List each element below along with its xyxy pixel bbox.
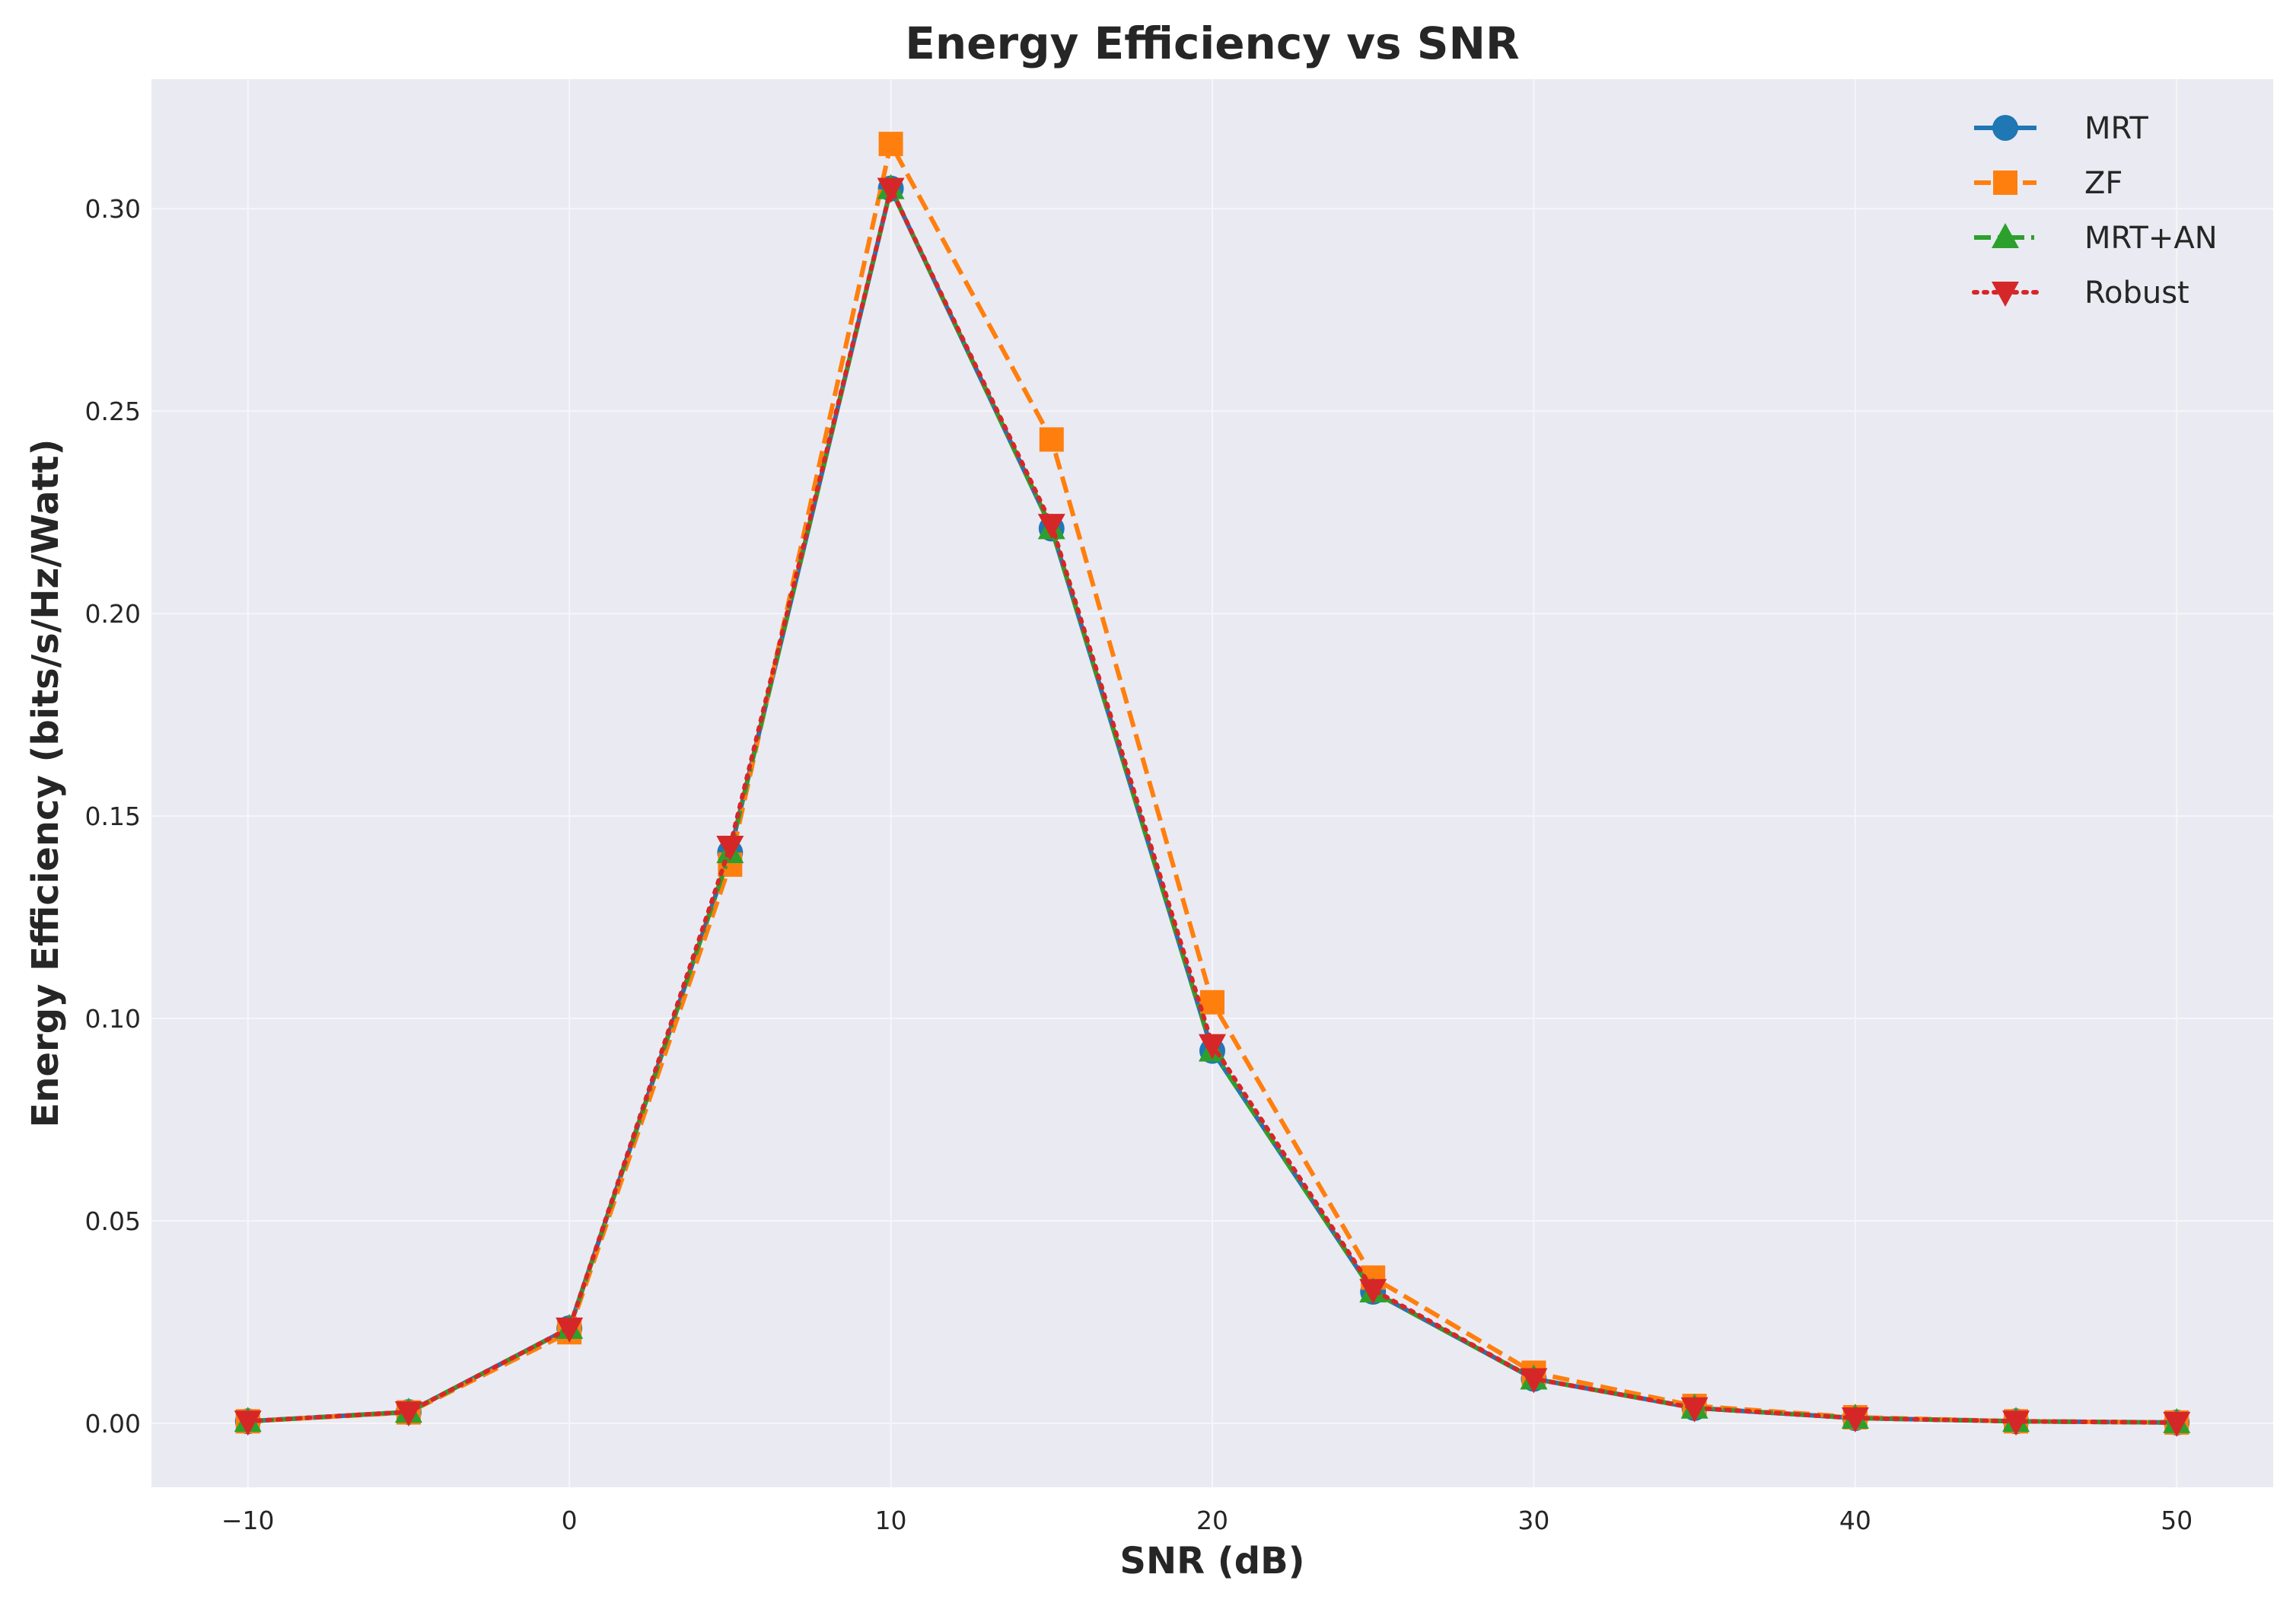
data-point-robust: [1199, 1034, 1226, 1060]
legend: MRT ZF MRT+AN Robust: [1972, 111, 2218, 311]
x-tick-label: 20: [1196, 1506, 1228, 1535]
data-point-robust: [1520, 1368, 1548, 1394]
data-point-robust: [394, 1401, 422, 1427]
legend-label-mrt: MRT: [2084, 111, 2148, 146]
legend-marker-robust: [1992, 282, 2019, 307]
legend-item-zf: ZF: [1974, 166, 2122, 201]
legend-label-mrt-an: MRT+AN: [2084, 221, 2218, 256]
x-tick-label: 40: [1839, 1506, 1871, 1535]
legend-item-mrt-an: MRT+AN: [1974, 221, 2218, 256]
y-tick-label: 0.10: [85, 1004, 141, 1034]
legend-marker-zf: [1993, 170, 2017, 195]
legend-item-robust: Robust: [1972, 276, 2189, 311]
series-robust: [234, 177, 2191, 1437]
y-tick-label: 0.30: [85, 194, 141, 224]
legend-marker-mrt-an: [1992, 223, 2019, 248]
chart-title: Energy Efficiency vs SNR: [905, 18, 1519, 69]
data-point-robust: [716, 835, 744, 861]
legend-marker-mrt: [1992, 115, 2018, 141]
x-tick-label: 0: [562, 1506, 578, 1535]
y-tick-label: 0.00: [85, 1409, 141, 1439]
legend-label-robust: Robust: [2084, 276, 2189, 311]
x-tick-label: 30: [1517, 1506, 1549, 1535]
x-tick-label: −10: [221, 1506, 275, 1535]
data-point-robust: [234, 1410, 262, 1436]
y-tick-label: 0.25: [85, 397, 141, 426]
x-axis-label: SNR (dB): [1119, 1540, 1304, 1582]
data-point-robust: [1841, 1407, 1869, 1433]
y-tick-label: 0.05: [85, 1206, 141, 1236]
data-point-robust: [1680, 1397, 1708, 1423]
x-axis-ticks: −10 0 10 20 30 40 50: [221, 1506, 2193, 1535]
y-tick-label: 0.20: [85, 599, 141, 629]
data-point-robust: [1037, 514, 1065, 540]
data-series: [234, 132, 2191, 1437]
data-point-robust: [1359, 1279, 1387, 1305]
data-point-zf: [1200, 990, 1224, 1015]
legend-item-mrt: MRT: [1974, 111, 2148, 146]
data-point-zf: [878, 132, 903, 157]
grid-lines: [151, 79, 2273, 1487]
legend-label-zf: ZF: [2084, 166, 2122, 201]
x-tick-label: 50: [2161, 1506, 2193, 1535]
data-point-robust: [2002, 1410, 2030, 1436]
y-tick-label: 0.15: [85, 802, 141, 831]
x-tick-label: 10: [875, 1506, 907, 1535]
y-axis-ticks: 0.00 0.05 0.10 0.15 0.20 0.25 0.30: [85, 194, 141, 1439]
data-point-zf: [1039, 427, 1064, 452]
data-point-robust: [556, 1317, 584, 1343]
y-axis-label: Energy Efficiency (bits/s/Hz/Watt): [24, 439, 67, 1128]
data-point-robust: [877, 177, 905, 203]
data-point-robust: [2163, 1411, 2191, 1437]
